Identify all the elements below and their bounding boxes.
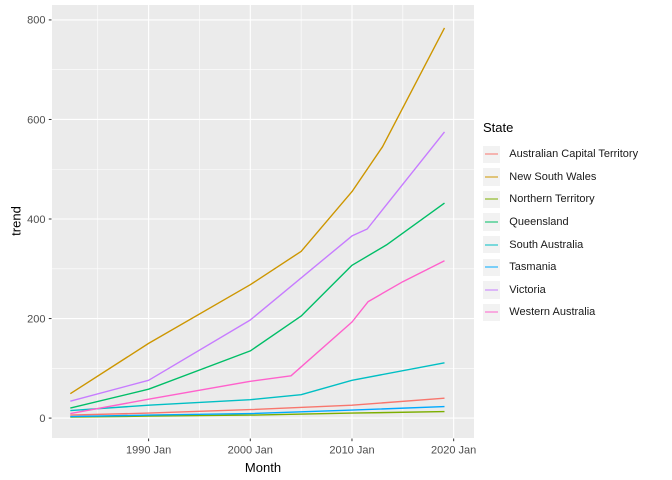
legend-item-queensland: Queensland — [483, 211, 638, 234]
legend-item-northern-territory: Northern Territory — [483, 188, 638, 211]
legend-item-western-australia: Western Australia — [483, 301, 638, 324]
legend-key-line — [485, 198, 499, 200]
plot-panel — [52, 5, 474, 438]
legend-label: New South Wales — [509, 170, 597, 183]
legend-key — [483, 190, 501, 209]
x-tick-label: 2000 Jan — [228, 445, 273, 457]
x-axis-title: Month — [244, 460, 282, 475]
series-line-south-australia — [70, 362, 445, 412]
legend-key — [483, 281, 501, 299]
legend-key — [483, 236, 501, 254]
legend-key-line — [485, 266, 499, 268]
legend-label: Western Australia — [509, 306, 596, 319]
legend-item-tasmania: Tasmania — [483, 256, 638, 279]
series-line-new-south-wales — [69, 27, 446, 395]
legend-label: Northern Territory — [509, 193, 595, 206]
series-line-queensland — [70, 202, 445, 409]
legend-key-line — [485, 176, 499, 178]
legend-title: State — [483, 120, 514, 135]
x-tick-label: 1990 Jan — [126, 445, 171, 457]
series-line-tasmania — [70, 405, 445, 418]
legend-label: Queensland — [509, 216, 569, 229]
legend-label: South Australia — [509, 238, 584, 251]
series-line-western-australia — [70, 260, 445, 415]
legend-label: Tasmania — [509, 261, 557, 274]
y-axis-title: trend — [8, 206, 24, 236]
x-tick-label: 2020 Jan — [431, 445, 476, 457]
legend-key-line — [485, 244, 499, 246]
legend-key-line — [485, 289, 499, 291]
legend-item-south-australia: South Australia — [483, 233, 638, 256]
legend-item-new-south-wales: New South Wales — [483, 166, 638, 189]
series-line-victoria — [70, 131, 446, 402]
y-tick-label: 200 — [27, 313, 45, 325]
y-tick-label: 400 — [27, 214, 45, 226]
y-tick-label: 600 — [27, 114, 45, 126]
legend: Australian Capital Territory New South Wa… — [483, 143, 638, 324]
legend-key-line — [485, 311, 499, 313]
legend-label: Australian Capital Territory — [509, 148, 639, 161]
series-line-northern-territory — [70, 410, 445, 418]
y-tick-label: 0 — [39, 413, 45, 425]
legend-label: Victoria — [509, 283, 546, 296]
legend-key — [483, 258, 501, 276]
x-tick-label: 2010 Jan — [329, 445, 374, 457]
legend-key — [483, 303, 501, 322]
legend-item-australian-capital-territory: Australian Capital Territory — [483, 143, 638, 166]
legend-key-line — [485, 153, 499, 155]
legend-key — [483, 168, 501, 186]
legend-key-line — [485, 221, 499, 223]
legend-item-victoria: Victoria — [483, 279, 638, 302]
legend-key — [483, 213, 501, 231]
y-tick-label: 800 — [27, 15, 45, 27]
legend-key — [483, 145, 501, 163]
series-line-australian-capital-territory — [70, 397, 445, 416]
